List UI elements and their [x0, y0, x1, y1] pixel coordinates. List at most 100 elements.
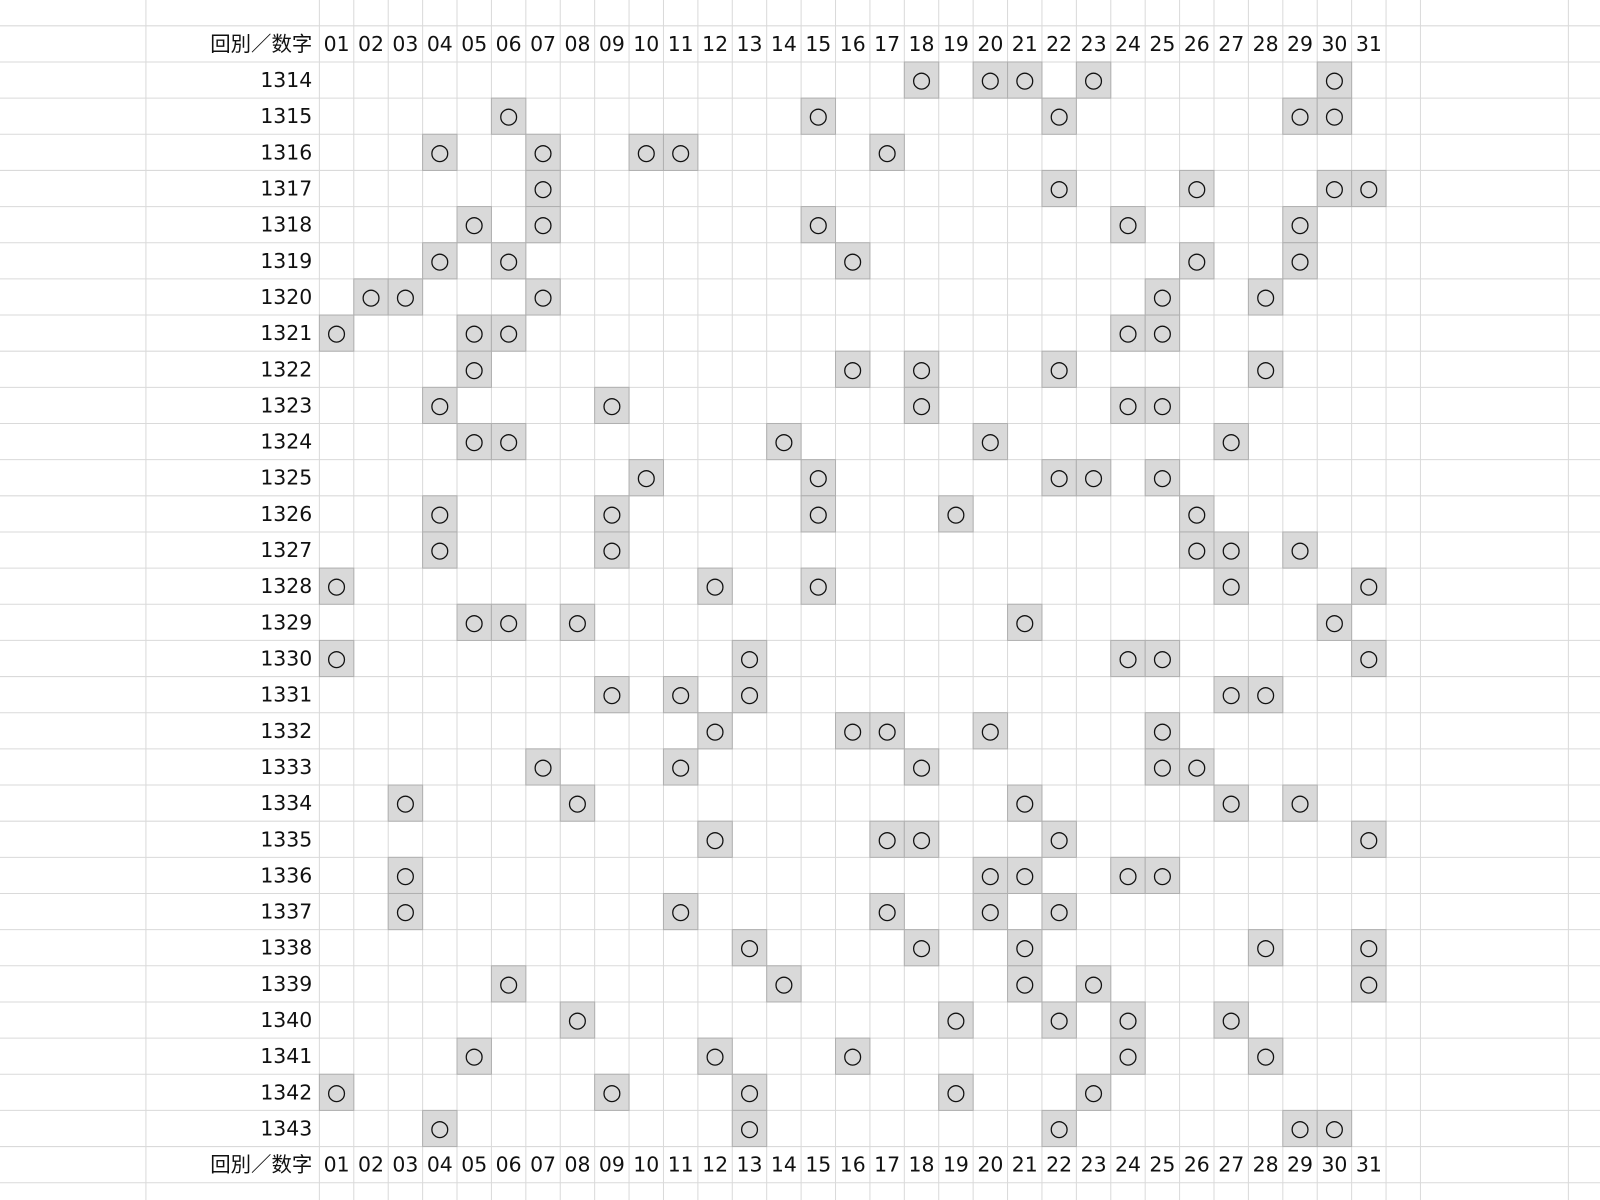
- cell-fill: [800, 206, 837, 244]
- marked-cell: ○: [1179, 495, 1215, 533]
- marked-cell: ○: [456, 350, 492, 388]
- round-label: 1331: [260, 683, 312, 707]
- mark-symbol: ○: [361, 284, 381, 310]
- mark-symbol: ○: [430, 1115, 450, 1141]
- marked-cell: ○: [1144, 712, 1181, 750]
- mark-symbol: ○: [1118, 1007, 1138, 1033]
- cell-fill: [456, 314, 492, 352]
- mark-symbol: ○: [877, 718, 897, 744]
- cell-fill: [766, 965, 802, 1003]
- marked-cell: ○: [559, 1001, 596, 1039]
- cell-fill: [1316, 603, 1353, 641]
- mark-symbol: ○: [499, 103, 519, 129]
- marked-cell: ○: [1041, 459, 1077, 497]
- header-column: 12: [702, 32, 728, 56]
- marked-cell: ○: [1282, 784, 1318, 822]
- round-label: 1326: [260, 502, 312, 526]
- footer-column: 31: [1356, 1153, 1382, 1177]
- marked-cell: ○: [387, 278, 424, 316]
- footer-column: 18: [909, 1153, 935, 1177]
- cell-fill: [1179, 748, 1215, 786]
- marked-cell: ○: [662, 748, 699, 786]
- cell-fill: [594, 1073, 630, 1111]
- marked-cell: ○: [387, 784, 424, 822]
- cell-fill: [1213, 676, 1249, 714]
- cell-fill: [938, 1073, 974, 1111]
- footer-column: 14: [771, 1153, 797, 1177]
- marked-cell: ○: [525, 133, 561, 171]
- marked-cell: ○: [1144, 278, 1181, 316]
- marked-cell: ○: [594, 531, 630, 569]
- cell-fill: [1075, 459, 1112, 497]
- cell-fill: [1213, 784, 1249, 822]
- round-label: 1324: [260, 430, 312, 454]
- marked-cell: ○: [1144, 639, 1181, 678]
- mark-symbol: ○: [464, 609, 484, 635]
- mark-symbol: ○: [705, 573, 725, 599]
- mark-symbol: ○: [877, 899, 897, 925]
- mark-symbol: ○: [1359, 971, 1379, 997]
- marked-cell: ○: [731, 676, 768, 714]
- mark-symbol: ○: [499, 429, 519, 455]
- cell-fill: [1041, 350, 1077, 388]
- mark-symbol: ○: [946, 501, 966, 527]
- marked-cell: ○: [834, 1037, 871, 1075]
- cell-fill: [1282, 784, 1318, 822]
- marked-cell: ○: [1041, 892, 1077, 931]
- round-label: 1342: [260, 1080, 312, 1104]
- mark-symbol: ○: [430, 139, 450, 165]
- cell-fill: [972, 712, 1009, 750]
- marked-cell: ○: [662, 892, 699, 931]
- marked-cell: ○: [903, 61, 940, 99]
- mark-symbol: ○: [1118, 862, 1138, 888]
- marked-cell: ○: [1213, 1001, 1249, 1039]
- mark-symbol: ○: [327, 320, 347, 346]
- marked-cell: ○: [456, 603, 492, 641]
- header-column: 09: [599, 32, 625, 56]
- cell-fill: [318, 639, 355, 678]
- cell-fill: [387, 892, 424, 931]
- round-label: 1337: [260, 900, 312, 924]
- marked-cell: ○: [1213, 676, 1249, 714]
- marked-cell: ○: [1110, 856, 1146, 895]
- footer-column: 11: [668, 1153, 694, 1177]
- mark-symbol: ○: [1049, 176, 1069, 202]
- cell-fill: [1213, 567, 1249, 605]
- round-label: 1329: [260, 610, 312, 634]
- cell-fill: [1041, 820, 1077, 858]
- mark-symbol: ○: [1153, 320, 1173, 346]
- marked-cell: ○: [1247, 278, 1284, 316]
- footer-column: 15: [805, 1153, 831, 1177]
- mark-symbol: ○: [1187, 537, 1207, 563]
- marked-cell: ○: [731, 929, 768, 967]
- mark-symbol: ○: [740, 1079, 760, 1105]
- footer-column: 12: [702, 1153, 728, 1177]
- mark-symbol: ○: [912, 356, 932, 382]
- header-column: 30: [1321, 32, 1347, 56]
- cell-fill: [697, 1037, 733, 1075]
- mark-symbol: ○: [1290, 212, 1310, 238]
- marked-cell: ○: [456, 206, 492, 244]
- mark-symbol: ○: [981, 429, 1001, 455]
- cell-fill: [766, 422, 802, 461]
- mark-symbol: ○: [1153, 465, 1173, 491]
- mark-symbol: ○: [1256, 935, 1276, 961]
- cell-fill: [1351, 639, 1387, 678]
- footer-corner: 回別／数字: [210, 1153, 312, 1177]
- marked-cell: ○: [318, 1073, 355, 1111]
- mark-symbol: ○: [1153, 392, 1173, 418]
- mark-symbol: ○: [430, 392, 450, 418]
- marked-cell: ○: [490, 242, 527, 280]
- mark-symbol: ○: [1118, 1043, 1138, 1069]
- round-label: 1316: [260, 140, 312, 164]
- round-label: 1341: [260, 1044, 312, 1068]
- cell-fill: [1144, 856, 1181, 895]
- footer-column: 10: [633, 1153, 659, 1177]
- cell-fill: [1110, 314, 1146, 352]
- footer-column: 24: [1115, 1153, 1141, 1177]
- marked-cell: ○: [1110, 1001, 1146, 1039]
- cell-fill: [525, 748, 561, 786]
- cell-fill: [697, 712, 733, 750]
- mark-symbol: ○: [912, 826, 932, 852]
